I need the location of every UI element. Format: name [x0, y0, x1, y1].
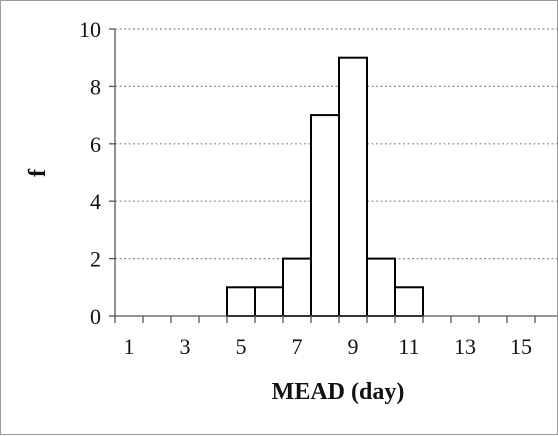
bar-7	[282, 257, 312, 318]
x-tick-label-11: 11	[398, 334, 419, 359]
bar-5	[226, 286, 256, 317]
x-tick-label-1: 1	[124, 334, 135, 359]
y-tick-label-4: 4	[90, 189, 101, 214]
bar-11	[394, 286, 424, 317]
axes	[109, 28, 557, 323]
x-tick-label-3: 3	[180, 334, 191, 359]
x-tick-label-15: 15	[510, 334, 532, 359]
bar-6	[254, 286, 284, 317]
y-tick-label-0: 0	[90, 304, 101, 329]
y-tick-label-6: 6	[90, 132, 101, 157]
x-tick-label-5: 5	[236, 334, 247, 359]
x-tick-label-7: 7	[292, 334, 303, 359]
bar-9	[338, 56, 368, 317]
x-tick-label-13: 13	[454, 334, 476, 359]
y-axis-title: f	[25, 168, 51, 177]
y-tick-label-10: 10	[79, 17, 101, 42]
y-tick-label-2: 2	[90, 247, 101, 272]
y-tick-label-8: 8	[90, 74, 101, 99]
bar-8	[310, 114, 340, 317]
bar-10	[366, 257, 396, 318]
x-axis-title: MEAD (day)	[272, 379, 405, 405]
bars	[226, 56, 424, 318]
x-tick-label-9: 9	[348, 334, 359, 359]
